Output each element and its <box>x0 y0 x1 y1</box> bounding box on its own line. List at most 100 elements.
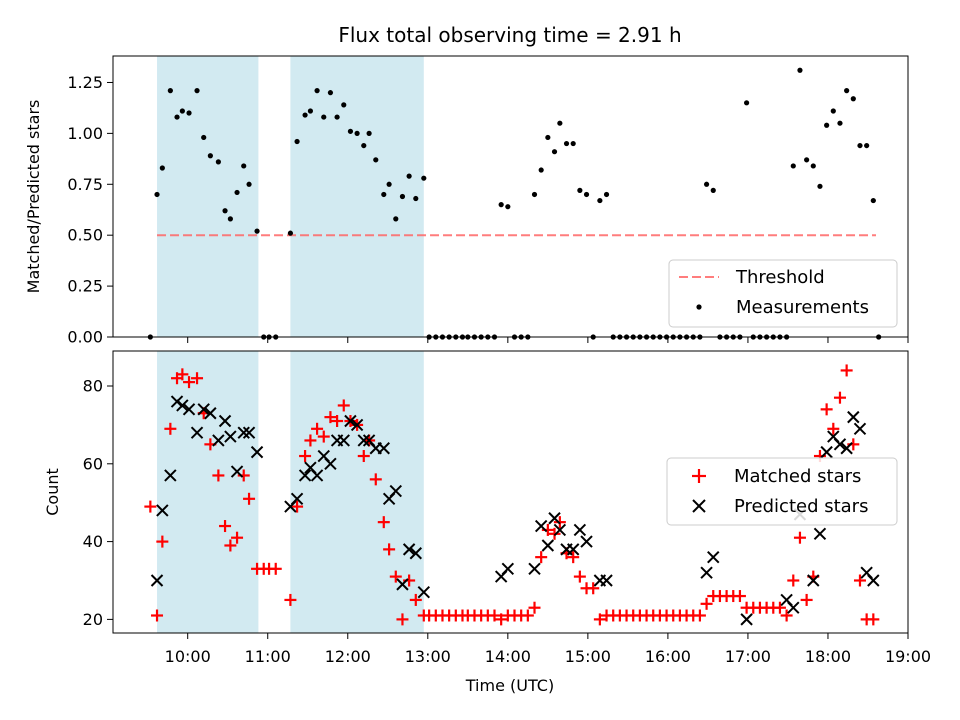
legend-matched-swatch <box>692 469 706 483</box>
matched-star-point <box>587 582 600 595</box>
measurement-point <box>583 191 590 198</box>
matched-star-point <box>800 593 813 606</box>
measurement-point <box>850 96 856 102</box>
measurement-point <box>830 108 836 114</box>
predicted-star-point <box>847 410 860 424</box>
matched-star-point <box>593 613 606 626</box>
measurement-point <box>551 149 558 155</box>
measurement-point <box>563 140 570 147</box>
matched-star-point <box>151 609 164 622</box>
matched-star-point <box>820 403 833 416</box>
matched-star-point <box>284 593 297 606</box>
predicted-star-point <box>820 445 833 459</box>
matched-star-point <box>396 613 409 626</box>
measurement-point <box>334 114 340 120</box>
measurement-point <box>538 167 544 173</box>
measurement-point <box>386 181 392 187</box>
matched-star-point <box>548 527 561 540</box>
measurement-point <box>577 187 583 193</box>
matched-star-point <box>144 500 157 513</box>
measurement-point <box>413 195 419 202</box>
matched-star-point <box>573 570 586 583</box>
measurement-point <box>327 90 334 96</box>
matched-star-point <box>311 422 324 435</box>
predicted-star-point <box>377 442 390 455</box>
measurement-point <box>201 134 207 141</box>
predicted-star-point <box>218 414 232 428</box>
x-tick-label: 11:00 <box>245 647 291 666</box>
predicted-star-point <box>224 430 237 443</box>
measurement-point <box>864 142 870 149</box>
predicted-star-point <box>548 512 561 525</box>
measurement-point <box>361 142 367 149</box>
matched-star-point <box>304 434 317 447</box>
predicted-star-point <box>357 434 370 447</box>
count-points <box>144 364 880 626</box>
measurement-point <box>207 153 213 159</box>
predicted-star-point <box>310 469 324 482</box>
legend-measurements-swatch <box>696 304 702 310</box>
predicted-star-point <box>501 562 515 576</box>
predicted-star-point <box>204 407 217 420</box>
y-tick-label: 60 <box>83 454 103 473</box>
top-legend-box <box>668 259 898 328</box>
measurement-point <box>347 128 354 134</box>
matched-star-point <box>488 609 501 622</box>
predicted-star-point <box>170 395 184 408</box>
bottom-x-ticks: 10:00 11:00 12:00 13:00 14:00 15:00 16:00 17:00… <box>165 633 931 666</box>
predicted-star-point <box>833 438 847 451</box>
measurement-point <box>857 142 863 149</box>
x-tick-label: 10:00 <box>165 647 211 666</box>
predicted-star-point <box>212 434 225 447</box>
measurement-point <box>314 88 320 94</box>
measurement-point <box>498 202 504 208</box>
matched-star-point <box>212 469 225 482</box>
measurement-point <box>159 165 165 171</box>
predicted-star-point <box>807 574 820 587</box>
measurement-point <box>246 181 252 187</box>
predicted-star-point <box>840 442 853 455</box>
matched-star-point <box>793 531 806 544</box>
predicted-star-point <box>740 613 753 626</box>
predicted-star-point <box>573 523 587 537</box>
x-tick-label: 17:00 <box>725 647 771 666</box>
predicted-star-point <box>298 469 312 482</box>
top-y-axis-label: Matched/Predicted stars <box>24 100 43 294</box>
y-tick-label: 0.50 <box>67 226 103 245</box>
y-tick-label: 1.00 <box>67 124 103 143</box>
top-axes-frame <box>112 55 909 338</box>
bottom-legend-box <box>666 457 898 526</box>
y-tick-label: 20 <box>83 610 103 629</box>
matched-star-point <box>324 411 337 424</box>
bottom-axes-frame <box>112 350 909 634</box>
predicted-star-point <box>396 578 409 591</box>
predicted-star-point <box>337 434 350 447</box>
predicted-star-point <box>402 543 416 556</box>
matched-star-point <box>269 562 282 575</box>
measurement-point <box>307 108 314 114</box>
matched-star-point <box>243 492 256 505</box>
measurement-point <box>174 114 180 120</box>
predicted-star-point <box>700 566 713 579</box>
measurement-point <box>421 175 427 181</box>
x-tick-label: 16:00 <box>645 647 691 666</box>
legend-predicted-label: Predicted stars <box>734 496 868 517</box>
measurement-point <box>824 122 830 128</box>
matched-star-point <box>176 368 189 381</box>
predicted-star-point <box>528 562 541 576</box>
matched-star-point <box>183 376 196 389</box>
measurement-point <box>287 230 294 236</box>
matched-star-point <box>521 609 534 622</box>
y-tick-label: 40 <box>83 532 103 551</box>
measurement-point <box>227 216 233 222</box>
shaded-interval <box>290 351 424 633</box>
matched-star-point <box>299 450 312 463</box>
measurement-point <box>321 114 327 120</box>
predicted-star-point <box>156 504 169 517</box>
measurement-point <box>254 228 260 234</box>
matched-star-point <box>827 422 840 435</box>
matched-star-point <box>773 601 786 614</box>
predicted-star-point <box>787 601 800 614</box>
matched-star-point <box>369 473 382 486</box>
